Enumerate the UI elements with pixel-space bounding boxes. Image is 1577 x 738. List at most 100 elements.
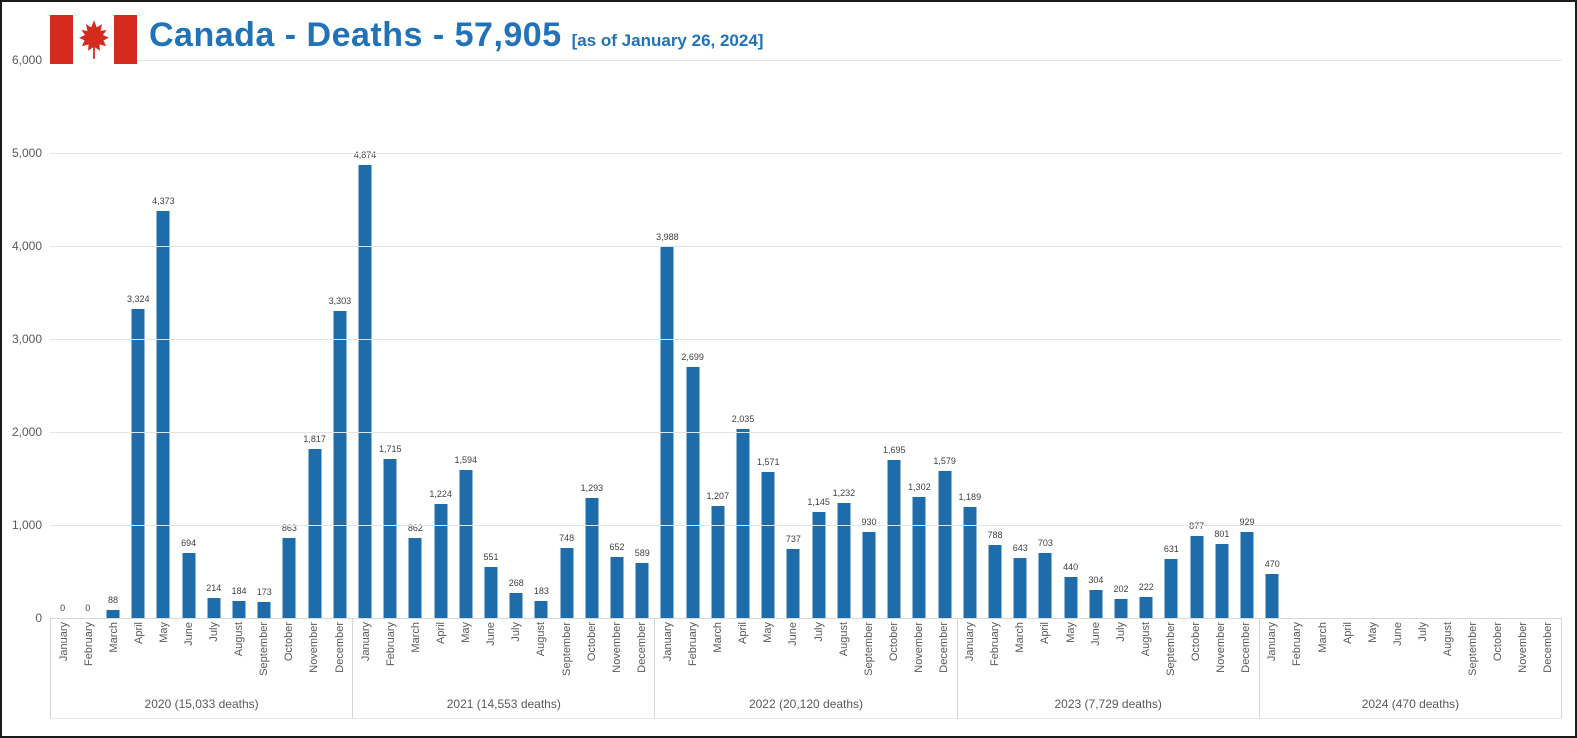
month-label: September xyxy=(560,622,573,676)
y-tick-label: 2,000 xyxy=(11,425,42,439)
month-label: November xyxy=(1215,622,1228,673)
month-slot: February xyxy=(378,619,403,689)
bar-slot: 2,035 xyxy=(730,60,755,618)
bar xyxy=(383,459,397,618)
bar xyxy=(484,567,498,618)
month-slot: April xyxy=(1335,619,1360,689)
month-slot: April xyxy=(1033,619,1058,689)
month-slot: June xyxy=(1385,619,1410,689)
bar-value-label: 1,293 xyxy=(580,483,604,493)
month-slot: December xyxy=(931,619,956,689)
bar-value-label: 2,699 xyxy=(681,352,704,362)
bar xyxy=(1215,544,1229,618)
bar xyxy=(534,601,548,618)
month-label: October xyxy=(1492,622,1505,662)
months-row: January February March April May June July Augu… xyxy=(1260,619,1561,689)
bar-value-label: 173 xyxy=(256,587,272,597)
bar-value-label: 930 xyxy=(861,517,877,527)
month-label: November xyxy=(610,622,623,673)
bar-slot: 788 xyxy=(982,60,1007,618)
month-label: September xyxy=(1467,622,1480,676)
bar-slot: 862 xyxy=(403,60,428,618)
bar-value-label: 268 xyxy=(508,578,524,588)
year-bar-group-2020: 0 0 88 3,324 4,373 694 214 184 173 863 1,817 3,303 xyxy=(50,60,352,618)
month-slot: December xyxy=(1234,619,1259,689)
month-label: March xyxy=(1316,622,1329,653)
gridline xyxy=(50,432,1562,433)
month-slot: November xyxy=(906,619,931,689)
bar xyxy=(635,563,649,618)
month-label: June xyxy=(485,622,498,646)
y-axis: 0 1,000 2,000 3,000 4,000 5,000 6,000 xyxy=(2,53,44,625)
month-label: January xyxy=(359,622,372,662)
bar-value-label: 1,232 xyxy=(832,488,856,498)
month-slot: June xyxy=(176,619,201,689)
bar-value-label: 304 xyxy=(1088,575,1104,585)
y-tick-label: 0 xyxy=(35,611,42,625)
x-axis-band: January February March April May June July Augu… xyxy=(50,618,1563,719)
year-group-2024: January February March April May June July Augu… xyxy=(1258,619,1563,718)
month-label: December xyxy=(937,622,950,673)
month-label: February xyxy=(384,622,397,667)
month-slot: November xyxy=(1209,619,1234,689)
year-bar-group-2023: 1,189 788 643 703 440 304 202 222 631 877 801 929 xyxy=(957,60,1259,618)
month-slot: December xyxy=(1536,619,1561,689)
bar xyxy=(1265,574,1279,618)
bar-slot: 863 xyxy=(277,60,302,618)
bar-slot: 801 xyxy=(1209,60,1234,618)
bar xyxy=(963,507,977,618)
bar xyxy=(761,472,775,618)
month-slot: February xyxy=(1285,619,1310,689)
page-subtitle: [as of January 26, 2024] xyxy=(571,31,764,50)
month-slot: November xyxy=(1511,619,1536,689)
y-tick-label: 6,000 xyxy=(11,53,42,67)
month-label: March xyxy=(107,622,120,653)
month-slot: July xyxy=(202,619,227,689)
canada-flag-icon xyxy=(50,15,137,64)
month-label: June xyxy=(787,622,800,646)
bar xyxy=(560,548,574,618)
bar-slot: 1,715 xyxy=(378,60,403,618)
months-row: January February March April May June July Augu… xyxy=(655,619,956,689)
months-row: January February March April May June July Augu… xyxy=(958,619,1259,689)
bar-slot: 551 xyxy=(478,60,503,618)
bar-slot: 930 xyxy=(856,60,881,618)
month-label: April xyxy=(737,622,750,645)
month-label: April xyxy=(1341,622,1354,645)
bar-slot: 183 xyxy=(529,60,554,618)
y-tick-label: 1,000 xyxy=(11,518,42,532)
bar-value-label: 1,571 xyxy=(756,457,780,467)
bar-value-label: 183 xyxy=(533,586,549,596)
month-slot: May xyxy=(1058,619,1083,689)
bar-value-label: 440 xyxy=(1063,562,1079,572)
bar-slot: 268 xyxy=(504,60,529,618)
bar-slot: 652 xyxy=(604,60,629,618)
month-label: September xyxy=(258,622,271,676)
bar-slot: 304 xyxy=(1083,60,1108,618)
bar xyxy=(131,309,145,618)
bar-slot: 631 xyxy=(1159,60,1184,618)
bar-value-label: 862 xyxy=(407,523,423,533)
bar-slot: 3,303 xyxy=(327,60,352,618)
y-tick-label: 5,000 xyxy=(11,146,42,160)
bar-slot: 929 xyxy=(1234,60,1259,618)
month-slot: August xyxy=(831,619,856,689)
bar-value-label: 1,224 xyxy=(429,489,452,499)
y-tick-label: 3,000 xyxy=(11,332,42,346)
month-label: April xyxy=(132,622,145,645)
month-label: August xyxy=(1139,622,1152,657)
month-label: December xyxy=(1240,622,1253,673)
month-slot: August xyxy=(1133,619,1158,689)
bar xyxy=(812,512,826,618)
bar-slot: 202 xyxy=(1108,60,1133,618)
bar-value-label: 0 xyxy=(60,603,66,613)
bar xyxy=(887,460,901,618)
month-label: May xyxy=(460,622,473,643)
month-slot: March xyxy=(101,619,126,689)
bar-slot: 222 xyxy=(1134,60,1159,618)
month-label: April xyxy=(435,622,448,645)
gridline xyxy=(50,60,1562,61)
month-slot: November xyxy=(302,619,327,689)
month-slot: October xyxy=(881,619,906,689)
bar xyxy=(610,557,624,618)
